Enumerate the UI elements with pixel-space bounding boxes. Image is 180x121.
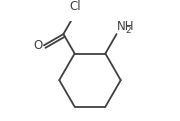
Text: 2: 2 — [125, 26, 131, 35]
Text: NH: NH — [117, 20, 135, 33]
Text: Cl: Cl — [69, 0, 81, 13]
Text: O: O — [33, 39, 43, 52]
